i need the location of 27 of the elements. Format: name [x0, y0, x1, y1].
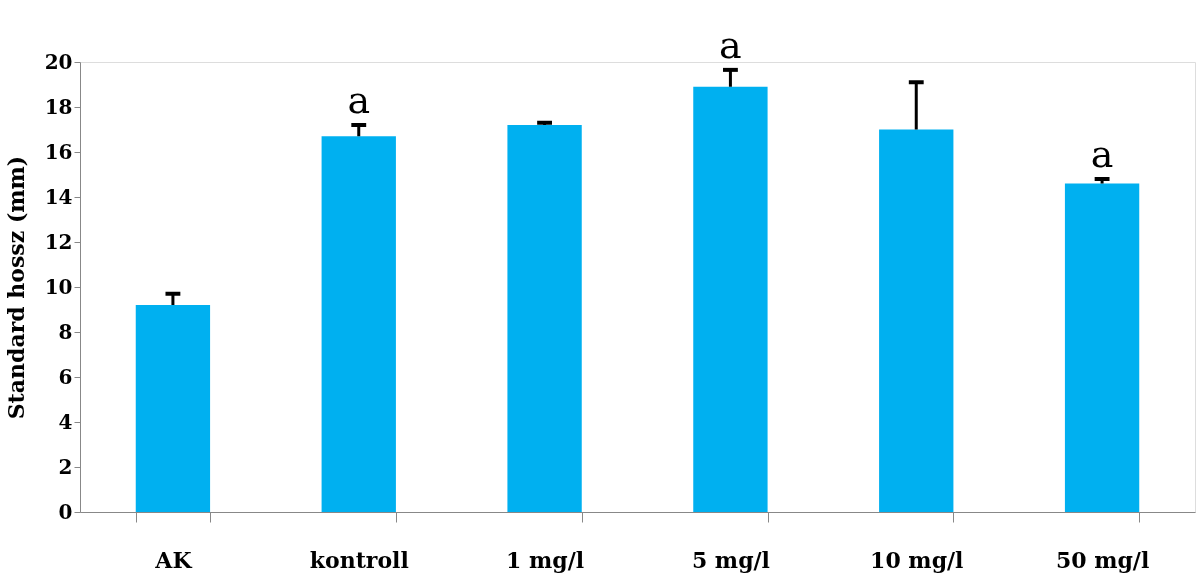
y-tick-label: 6 [58, 364, 73, 389]
y-tick-label: 16 [44, 139, 73, 164]
bar [693, 86, 768, 512]
bar [321, 136, 396, 512]
y-tick-label: 10 [44, 274, 73, 299]
bar [135, 305, 211, 512]
annotation: a [347, 78, 371, 122]
x-tick-label: 50 mg/l [1055, 546, 1150, 573]
x-tick-label: AK [154, 546, 193, 573]
annotation: a [719, 22, 742, 67]
y-tick-label: 0 [58, 499, 73, 524]
y-tick-label: 4 [58, 409, 73, 434]
bar [879, 129, 954, 512]
bar [507, 125, 582, 512]
bar [1064, 183, 1140, 512]
x-tick-label: kontroll [309, 546, 409, 573]
y-tick-label: 18 [44, 94, 73, 119]
y-tick-label: 12 [44, 229, 73, 254]
x-tick-label: 5 mg/l [691, 546, 770, 573]
annotation: a [1090, 132, 1114, 176]
y-tick-label: 20 [44, 49, 73, 74]
x-tick-label: 1 mg/l [506, 546, 585, 573]
y-tick-label: 2 [58, 454, 73, 479]
x-tick-label: 10 mg/l [870, 546, 964, 573]
y-tick-label: 14 [44, 184, 73, 209]
y-axis-title: Standard hossz (mm) [2, 155, 29, 420]
y-tick-label: 8 [58, 319, 73, 344]
